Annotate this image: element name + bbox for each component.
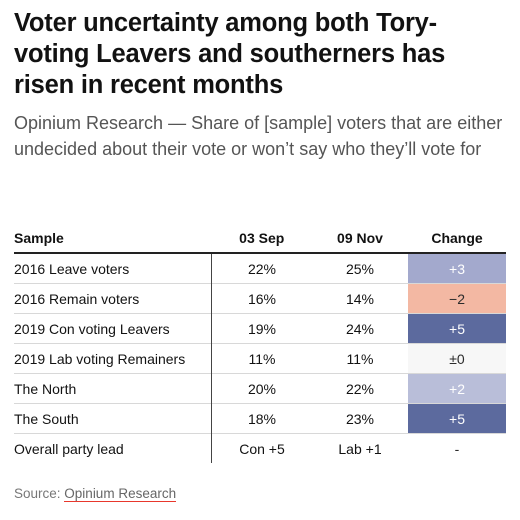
source-link[interactable]: Opinium Research bbox=[64, 486, 177, 502]
table-row: The South 18% 23% +5 bbox=[14, 403, 506, 434]
row-sep-cell: 16% bbox=[211, 283, 312, 314]
row-change-cell: +5 bbox=[408, 403, 506, 434]
column-header-sample: Sample bbox=[14, 230, 64, 246]
row-sep-cell: 19% bbox=[211, 313, 312, 344]
row-sample-cell: 2016 Remain voters bbox=[14, 290, 140, 307]
row-sample-cell: Overall party lead bbox=[14, 440, 124, 457]
row-nov-cell: 23% bbox=[345, 410, 375, 427]
row-sep-cell: 22% bbox=[211, 253, 312, 284]
table-row: The North 20% 22% +2 bbox=[14, 373, 506, 404]
row-change-cell: −2 bbox=[408, 283, 506, 314]
column-header-change: Change bbox=[431, 230, 483, 246]
table-row: 2016 Remain voters 16% 14% −2 bbox=[14, 283, 506, 314]
row-sample-cell: 2016 Leave voters bbox=[14, 260, 130, 277]
row-sample-cell: The North bbox=[14, 380, 77, 397]
source-note: Source: Opinium Research bbox=[14, 486, 177, 502]
row-sample-cell: The South bbox=[14, 410, 79, 427]
row-nov-cell: 14% bbox=[345, 290, 375, 307]
source-label: Source: bbox=[14, 486, 61, 501]
table-row: Overall party lead Con +5 Lab +1 - bbox=[14, 433, 506, 463]
row-sep-cell: 18% bbox=[211, 403, 312, 434]
column-header-sep: 03 Sep bbox=[239, 230, 285, 246]
row-nov-cell: 24% bbox=[345, 320, 375, 337]
row-change-cell: +5 bbox=[408, 313, 506, 344]
chart-subtitle: Opinium Research — Share of [sample] vot… bbox=[14, 113, 503, 159]
row-change-cell: - bbox=[408, 433, 506, 463]
table-header-row: Sample 03 Sep 09 Nov Change bbox=[14, 224, 506, 253]
row-sample-cell: 2019 Con voting Leavers bbox=[14, 320, 170, 337]
row-sep-cell: Con +5 bbox=[211, 433, 312, 463]
row-nov-cell: 22% bbox=[345, 380, 375, 397]
data-table: Sample 03 Sep 09 Nov Change 2016 Leave v… bbox=[14, 224, 506, 463]
row-nov-cell: Lab +1 bbox=[338, 440, 382, 457]
table-body: 2016 Leave voters 22% 25% +3 2016 Remain vot… bbox=[14, 253, 506, 463]
row-sep-cell: 20% bbox=[211, 373, 312, 404]
row-nov-cell: 25% bbox=[345, 260, 375, 277]
row-sep-cell: 11% bbox=[211, 343, 312, 374]
row-change-cell: ±0 bbox=[408, 343, 506, 374]
row-nov-cell: 11% bbox=[346, 350, 374, 367]
table-row: 2016 Leave voters 22% 25% +3 bbox=[14, 253, 506, 284]
table-row: 2019 Con voting Leavers 19% 24% +5 bbox=[14, 313, 506, 344]
table-row: 2019 Lab voting Remainers 11% 11% ±0 bbox=[14, 343, 506, 374]
column-header-nov: 09 Nov bbox=[337, 230, 383, 246]
row-sample-cell: 2019 Lab voting Remainers bbox=[14, 350, 186, 367]
row-change-cell: +3 bbox=[408, 253, 506, 284]
row-change-cell: +2 bbox=[408, 373, 506, 404]
chart-title: Voter uncertainty among both Tory-voting… bbox=[14, 9, 446, 99]
